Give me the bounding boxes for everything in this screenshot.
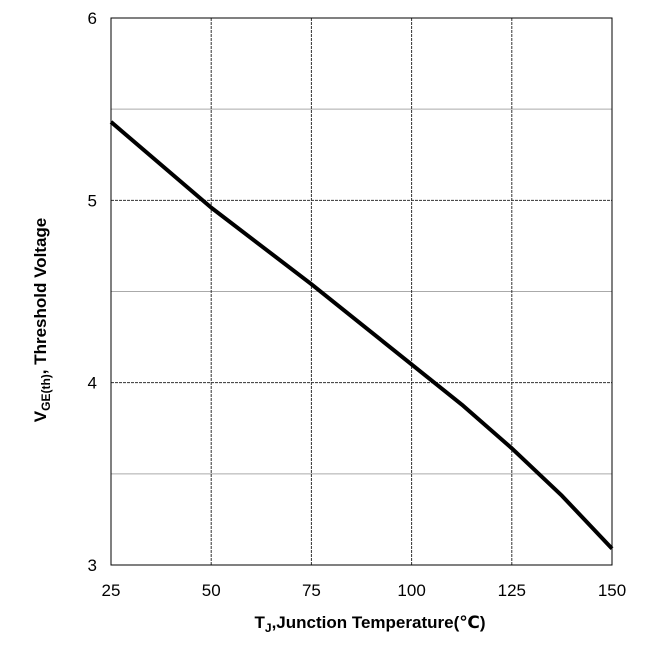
y-tick-label: 4 <box>88 374 97 393</box>
y-label-rest: , Threshold Voltage <box>31 218 50 374</box>
data-line <box>109 120 614 550</box>
x-label-main: T <box>255 613 266 632</box>
y-label-sub: GE(th) <box>39 374 53 411</box>
x-axis-label: TJ,Junction Temperature(℃) <box>255 613 486 635</box>
x-tick-label: 100 <box>397 581 425 600</box>
y-label-main: V <box>31 410 50 422</box>
y-tick-label: 6 <box>88 9 97 28</box>
x-tick-label: 75 <box>302 581 321 600</box>
x-label-sub: J <box>265 621 272 635</box>
y-tick-label: 3 <box>88 556 97 575</box>
y-axis-label: VGE(th), Threshold Voltage <box>31 218 53 422</box>
x-tick-label: 150 <box>598 581 626 600</box>
plot-frame <box>110 17 613 566</box>
y-tick-label: 5 <box>88 191 97 210</box>
x-tick-label: 50 <box>202 581 221 600</box>
x-label-rest: ,Junction Temperature(℃) <box>272 613 486 632</box>
x-tick-label: 25 <box>102 581 121 600</box>
x-tick-label: 125 <box>498 581 526 600</box>
